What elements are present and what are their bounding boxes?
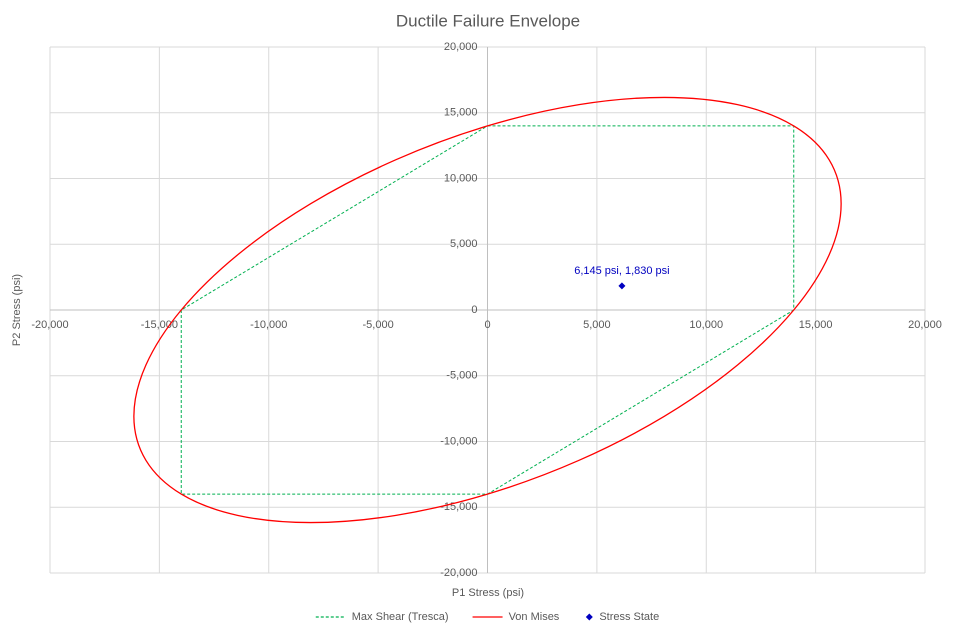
y-tick-label: 5,000 (450, 238, 478, 250)
x-tick-label: 20,000 (908, 319, 942, 331)
legend-label: Max Shear (Tresca) (352, 611, 449, 623)
x-tick-label: -10,000 (250, 319, 287, 331)
y-axis-title: P2 Stress (psi) (11, 274, 23, 346)
legend-symbol (585, 613, 593, 621)
y-tick-label: -10,000 (440, 435, 477, 447)
x-tick-label: -15,000 (141, 319, 178, 331)
series-line (133, 96, 842, 524)
y-tick-label: 15,000 (444, 107, 478, 119)
x-tick-label: 5,000 (583, 319, 611, 331)
y-tick-label: -5,000 (446, 370, 477, 382)
x-tick-label: 15,000 (799, 319, 833, 331)
data-point (618, 282, 626, 290)
x-tick-label: -5,000 (363, 319, 394, 331)
x-axis-title: P1 Stress (psi) (452, 587, 524, 599)
legend-label: Von Mises (509, 611, 560, 623)
chart-title: Ductile Failure Envelope (396, 11, 580, 30)
y-tick-label: -15,000 (440, 501, 477, 513)
y-tick-label: -20,000 (440, 567, 477, 579)
data-label: 6,145 psi, 1,830 psi (574, 265, 669, 277)
x-tick-label: 0 (484, 319, 490, 331)
y-tick-label: 10,000 (444, 172, 478, 184)
y-tick-label: 0 (471, 304, 477, 316)
x-tick-label: 10,000 (689, 319, 723, 331)
legend-label: Stress State (599, 611, 659, 623)
x-tick-label: -20,000 (31, 319, 68, 331)
y-tick-label: 20,000 (444, 41, 478, 53)
